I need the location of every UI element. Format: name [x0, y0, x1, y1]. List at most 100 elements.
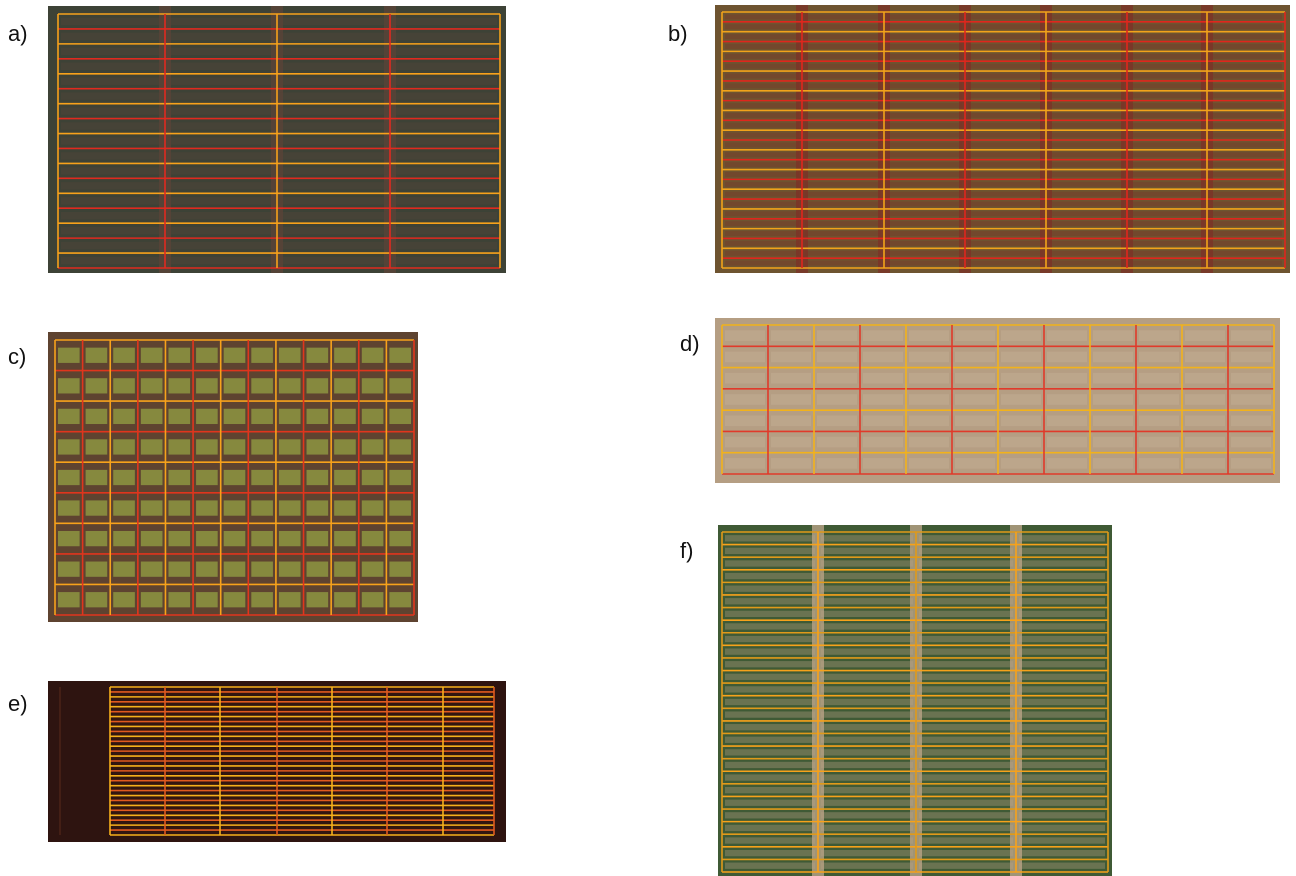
crop-texture	[1130, 142, 1204, 148]
crop-texture	[446, 717, 491, 721]
crop-texture	[1210, 181, 1282, 187]
crop-texture	[725, 547, 815, 555]
crop-texture	[113, 772, 162, 775]
crop-texture	[725, 14, 799, 20]
crop-texture	[1019, 572, 1105, 580]
crop-texture	[334, 378, 356, 394]
crop-texture	[1130, 201, 1204, 207]
crop-texture	[393, 77, 497, 85]
crop-texture	[1185, 394, 1225, 405]
crop-texture	[335, 693, 384, 696]
crop-texture	[919, 572, 1013, 580]
crop-texture	[389, 439, 411, 455]
crop-texture	[1130, 240, 1204, 246]
crop-texture	[280, 703, 329, 706]
crop-texture	[61, 182, 162, 190]
crop-texture	[223, 752, 274, 755]
crop-texture	[725, 862, 815, 869]
crop-texture	[168, 752, 217, 755]
crop-texture	[887, 24, 962, 30]
crop-texture	[919, 736, 1013, 743]
crop-texture	[919, 648, 1013, 655]
panel-image	[718, 525, 1112, 876]
crop-texture	[919, 635, 1013, 643]
crop-texture	[306, 408, 329, 425]
crop-texture	[196, 500, 218, 516]
crop-texture	[58, 408, 80, 425]
crop-texture	[335, 752, 384, 755]
crop-texture	[280, 107, 387, 115]
crop-texture	[725, 93, 799, 99]
crop-texture	[223, 722, 274, 726]
crop-texture	[1019, 698, 1105, 706]
crop-texture	[805, 162, 881, 168]
crop-texture	[390, 821, 440, 824]
crop-texture	[1019, 648, 1105, 655]
crop-texture	[278, 439, 301, 455]
crop-texture	[280, 211, 387, 220]
crop-texture	[1185, 351, 1225, 363]
crop-texture	[1019, 799, 1105, 806]
crop-texture	[919, 862, 1013, 869]
crop-texture	[113, 693, 162, 696]
crop-texture	[61, 167, 162, 175]
crop-texture	[887, 93, 962, 99]
crop-texture	[390, 811, 440, 815]
crop-texture	[390, 722, 440, 726]
crop-texture	[1049, 53, 1124, 59]
crop-texture	[887, 132, 962, 138]
crop-texture	[306, 469, 329, 486]
crop-texture	[113, 796, 162, 800]
crop-texture	[168, 47, 274, 56]
crop-texture	[168, 32, 274, 41]
crop-texture	[805, 250, 881, 256]
crop-texture	[968, 103, 1043, 108]
crop-texture	[168, 530, 191, 547]
crop-texture	[1130, 93, 1204, 99]
crop-texture	[280, 92, 387, 100]
crop-texture	[821, 824, 913, 832]
crop-texture	[280, 241, 387, 250]
crop-texture	[168, 62, 274, 71]
crop-texture	[113, 786, 162, 790]
crop-texture	[919, 837, 1013, 844]
crop-texture	[223, 757, 274, 760]
crop-texture	[223, 707, 274, 711]
crop-texture	[168, 469, 191, 486]
crop-texture	[113, 703, 162, 706]
crop-texture	[1210, 191, 1282, 197]
crop-texture	[361, 500, 384, 516]
crop-texture	[725, 63, 799, 69]
crop-texture	[817, 394, 857, 405]
crop-texture	[821, 736, 913, 743]
crop-texture	[85, 469, 108, 486]
crop-texture	[805, 152, 881, 158]
crop-texture	[919, 585, 1013, 592]
crop-texture	[251, 408, 273, 425]
crop-texture	[113, 757, 162, 760]
crop-texture	[335, 767, 384, 770]
crop-texture	[805, 260, 881, 266]
crop-texture	[335, 747, 384, 750]
crop-texture	[390, 742, 440, 745]
crop-texture	[393, 92, 497, 100]
crop-texture	[168, 727, 217, 731]
crop-texture	[821, 572, 913, 580]
crop-texture	[140, 378, 163, 394]
crop-texture	[821, 711, 913, 718]
crop-texture	[58, 378, 80, 394]
crop-texture	[1019, 560, 1105, 567]
crop-texture	[113, 737, 162, 741]
crop-texture	[919, 598, 1013, 605]
crop-texture	[335, 811, 384, 815]
crop-texture	[446, 777, 491, 780]
crop-texture	[1049, 191, 1124, 197]
crop-texture	[1130, 73, 1204, 79]
crop-texture	[1049, 231, 1124, 236]
crop-texture	[821, 623, 913, 630]
crop-texture	[1231, 330, 1271, 341]
crop-texture	[280, 17, 387, 26]
crop-texture	[61, 137, 162, 145]
crop-texture	[280, 62, 387, 71]
crop-texture	[863, 436, 903, 448]
